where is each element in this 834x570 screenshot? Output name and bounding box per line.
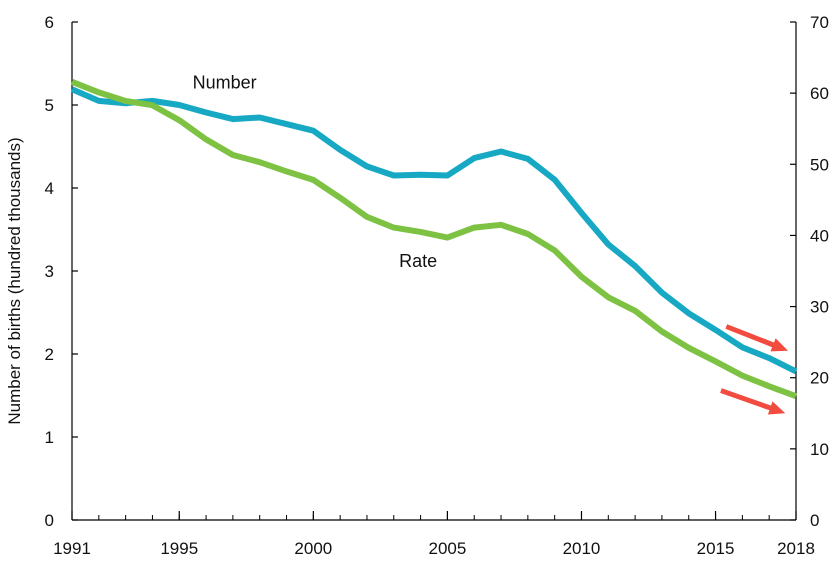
trend-arrow-1	[725, 324, 788, 352]
x-tick-label: 2000	[294, 539, 332, 558]
y-tick-label-left: 1	[45, 428, 54, 447]
labels: Number Rate	[193, 72, 438, 270]
series-line-rate	[70, 79, 798, 400]
y-tick-label-right: 40	[810, 226, 829, 245]
y-tick-label-left: 4	[45, 179, 54, 198]
series-annotation-number: Number	[193, 72, 257, 92]
y-tick-label-left: 5	[45, 96, 54, 115]
x-tick-label: 2005	[428, 539, 466, 558]
y-tick-label-right: 10	[810, 440, 829, 459]
y-tick-label-left: 3	[45, 262, 54, 281]
y-tick-label-left: 6	[45, 13, 54, 32]
y-tick-label-right: 30	[810, 298, 829, 317]
x-tick-label: 1991	[53, 539, 91, 558]
series-line-number	[70, 86, 798, 375]
y-tick-label-left: 0	[45, 511, 54, 530]
y-axis-title: Number of births (hundred thousands)	[5, 137, 24, 424]
x-tick-label: 1995	[160, 539, 198, 558]
trend-arrow-2	[720, 388, 786, 415]
y-tick-label-right: 50	[810, 155, 829, 174]
y-tick-label-right: 0	[810, 511, 819, 530]
x-tick-label: 2015	[697, 539, 735, 558]
y-tick-label-left: 2	[45, 345, 54, 364]
trend-arrows	[720, 324, 788, 415]
y-tick-label-right: 20	[810, 369, 829, 388]
x-tick-label: 2010	[563, 539, 601, 558]
series-annotation-rate: Rate	[399, 251, 437, 271]
series-lines	[70, 79, 798, 400]
y-tick-label-right: 70	[810, 13, 829, 32]
x-tick-label: 2018	[777, 539, 815, 558]
y-tick-label-right: 60	[810, 84, 829, 103]
